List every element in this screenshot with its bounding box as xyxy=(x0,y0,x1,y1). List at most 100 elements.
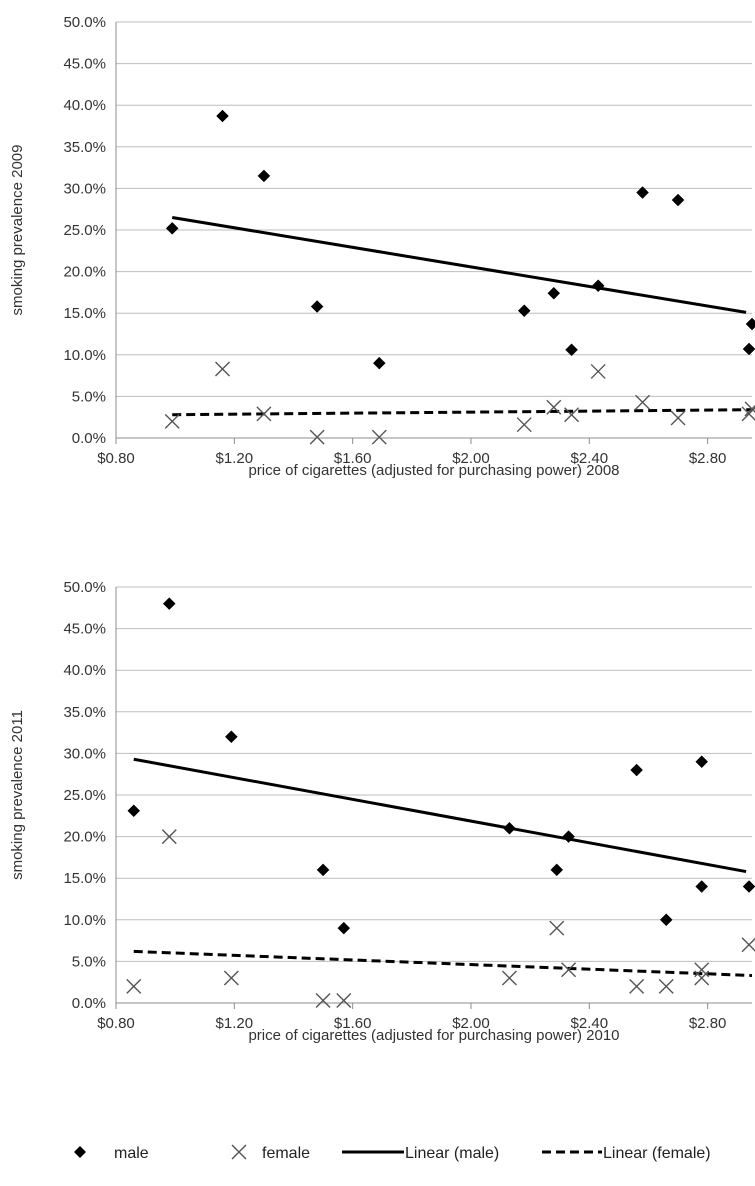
x-tick-label: $1.60 xyxy=(334,450,372,467)
y-axis-title: smoking prevalence 2011 xyxy=(9,710,26,880)
point-female xyxy=(126,978,142,994)
legend: male female Linear (male) Linear (female) xyxy=(74,1144,711,1162)
point-male xyxy=(550,863,564,877)
point-female xyxy=(590,363,606,379)
y-tick-label: 40.0% xyxy=(63,97,106,114)
point-male xyxy=(565,343,578,357)
x-tick-label: $0.80 xyxy=(97,1015,135,1032)
point-female xyxy=(546,399,562,415)
y-tick-label: 45.0% xyxy=(63,56,106,73)
y-tick-label: 30.0% xyxy=(63,745,106,762)
point-female xyxy=(164,413,180,429)
x-tick-label: $2.40 xyxy=(571,1015,609,1032)
point-male xyxy=(591,279,605,293)
y-tick-label: 20.0% xyxy=(63,829,106,846)
point-male xyxy=(695,755,709,769)
point-male xyxy=(547,286,561,300)
point-female xyxy=(694,970,710,986)
point-male xyxy=(659,913,673,927)
point-male xyxy=(165,221,179,235)
y-tick-label: 10.0% xyxy=(63,912,106,929)
point-female xyxy=(741,406,755,422)
point-male xyxy=(162,597,176,610)
point-male xyxy=(372,356,386,370)
legend-label-linear-male: Linear (male) xyxy=(405,1145,499,1162)
x-tick-label: $0.80 xyxy=(97,450,135,467)
point-female xyxy=(315,993,331,1008)
point-male xyxy=(257,169,271,183)
x-axis-title: price of cigarettes (adjusted for purcha… xyxy=(248,462,619,479)
y-tick-label: 0.0% xyxy=(72,430,106,447)
point-male xyxy=(310,300,324,313)
legend-label-male: male xyxy=(114,1145,149,1162)
point-male xyxy=(127,804,141,818)
y-tick-label: 10.0% xyxy=(63,347,106,364)
y-tick-label: 15.0% xyxy=(63,305,106,322)
x-tick-label: $1.20 xyxy=(216,450,254,467)
point-female xyxy=(309,429,325,445)
point-female xyxy=(549,920,565,936)
y-tick-label: 45.0% xyxy=(63,621,106,638)
y-tick-label: 25.0% xyxy=(63,787,106,804)
y-tick-label: 35.0% xyxy=(63,704,106,721)
x-tick-label: $2.00 xyxy=(452,1015,490,1032)
point-female xyxy=(635,394,651,410)
y-tick-label: 25.0% xyxy=(63,222,106,239)
y-tick-label: 30.0% xyxy=(63,180,106,197)
point-male xyxy=(671,193,685,207)
x-axis-title: price of cigarettes (adjusted for purcha… xyxy=(248,1027,619,1044)
legend-male-icon xyxy=(74,1146,86,1158)
point-female xyxy=(564,407,580,423)
point-female xyxy=(501,970,517,986)
point-male xyxy=(216,109,229,123)
point-male xyxy=(630,763,643,777)
y-tick-label: 50.0% xyxy=(63,579,106,596)
trendline-male xyxy=(171,216,747,314)
legend-label-linear-female: Linear (female) xyxy=(603,1145,711,1162)
point-female xyxy=(256,406,272,422)
point-female xyxy=(371,429,387,445)
point-male xyxy=(225,730,238,744)
point-female xyxy=(629,978,645,994)
point-male xyxy=(316,863,330,877)
y-tick-label: 15.0% xyxy=(63,870,106,887)
trendline-female xyxy=(133,949,753,978)
point-female xyxy=(744,401,755,417)
trendline-male xyxy=(133,757,747,874)
point-female xyxy=(223,970,239,986)
point-female xyxy=(658,978,674,994)
point-female xyxy=(670,410,686,426)
y-axis-title: smoking prevalence 2009 xyxy=(9,145,26,316)
point-female xyxy=(694,962,710,978)
point-male xyxy=(636,186,649,199)
y-tick-label: 20.0% xyxy=(63,264,106,281)
y-tick-label: 50.0% xyxy=(63,14,106,31)
point-female xyxy=(741,937,755,953)
legend-female-icon xyxy=(231,1144,247,1160)
point-male xyxy=(745,317,755,331)
x-tick-label: $2.80 xyxy=(689,1015,727,1032)
y-tick-label: 35.0% xyxy=(63,139,106,156)
point-female xyxy=(161,829,177,845)
point-female xyxy=(516,417,532,433)
point-male xyxy=(742,880,755,893)
scatter-chart-2010-2011: 0.0% 5.0% 10.0% 15.0% 20.0% 25.0% 30.0% 35.0% 40… xyxy=(9,579,755,1044)
y-tick-label: 0.0% xyxy=(72,995,106,1012)
x-tick-label: $2.00 xyxy=(452,450,490,467)
point-female xyxy=(214,361,230,377)
legend-label-female: female xyxy=(262,1145,310,1162)
point-female xyxy=(336,993,352,1008)
x-tick-label: $2.40 xyxy=(571,450,609,467)
y-tick-label: 5.0% xyxy=(72,953,106,970)
point-male xyxy=(695,880,709,893)
x-tick-label: $1.60 xyxy=(334,1015,372,1032)
point-male xyxy=(517,304,531,318)
x-tick-label: $1.20 xyxy=(216,1015,254,1032)
y-tick-label: 40.0% xyxy=(63,662,106,679)
point-male xyxy=(337,921,351,935)
y-tick-label: 5.0% xyxy=(72,388,106,405)
scatter-chart-2008-2009: 0.0% 5.0% 10.0% 15.0% 20.0% 25.0% 30.0% 35.0% 40… xyxy=(9,14,755,479)
point-female xyxy=(561,962,577,978)
x-tick-label: $2.80 xyxy=(689,450,727,467)
point-male xyxy=(503,821,516,835)
